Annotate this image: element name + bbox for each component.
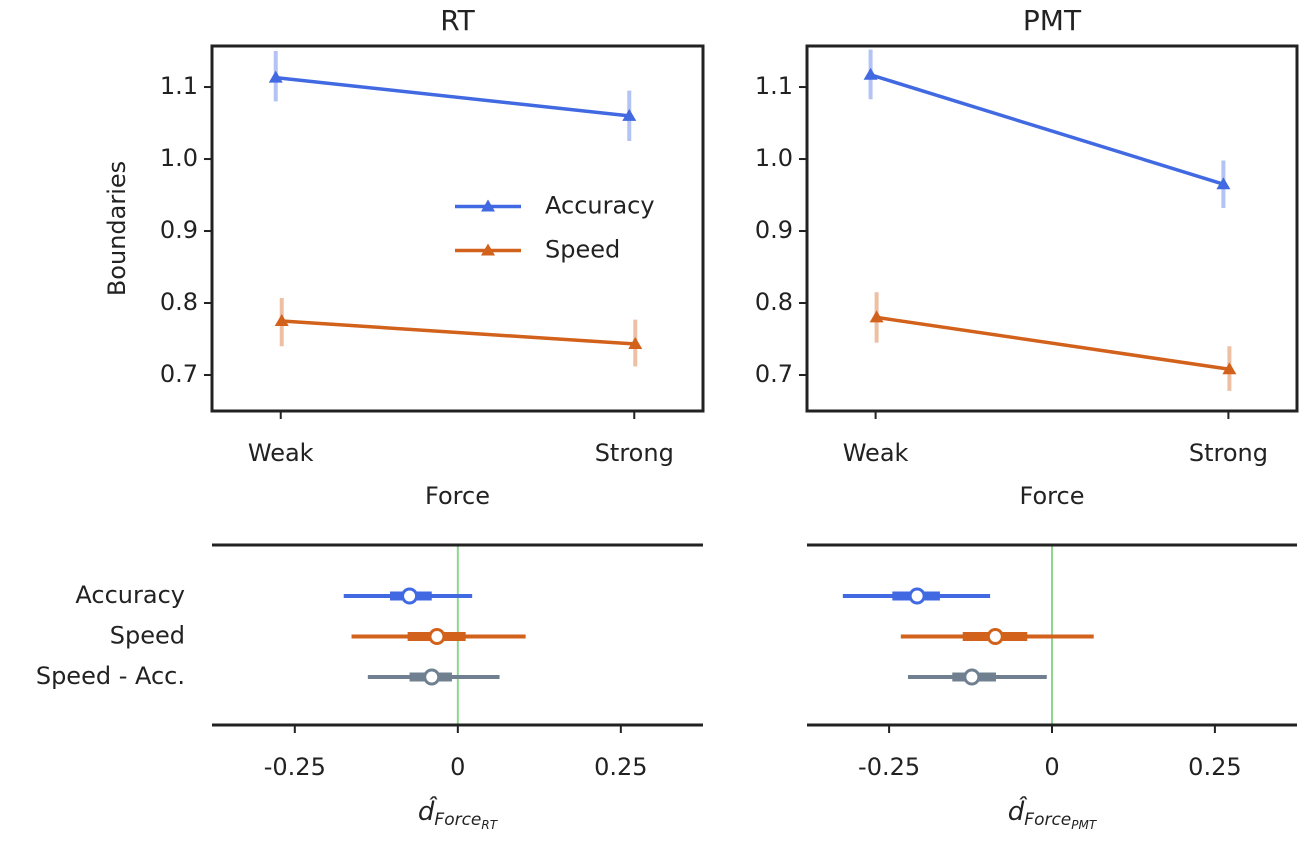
y-tick-label: 0.8	[755, 288, 793, 316]
x-tick-label: 0.25	[1188, 753, 1241, 781]
x-tick-label: Strong	[595, 439, 674, 467]
y-tick-label: 0.7	[160, 360, 198, 388]
category-label: Speed	[110, 622, 185, 650]
point-estimate	[401, 587, 419, 605]
point-estimate	[908, 587, 926, 605]
marker	[863, 67, 878, 80]
x-axis-label: Force	[425, 482, 490, 510]
category-label: Accuracy	[75, 581, 185, 609]
label-subsub: PMT	[1071, 818, 1098, 832]
label-sub: Force	[434, 810, 481, 830]
y-tick-label: 0.8	[160, 288, 198, 316]
y-tick-label: 0.9	[755, 216, 793, 244]
x-tick-label: -0.25	[264, 753, 326, 781]
y-tick-label: 0.7	[755, 360, 793, 388]
x-axis-label: d̂ForcePMT	[1008, 795, 1098, 832]
x-tick-label: -0.25	[858, 753, 920, 781]
label-base: d̂	[1008, 795, 1028, 827]
label-base: d̂	[418, 795, 438, 827]
legend-label: Speed	[545, 236, 620, 264]
series-line	[876, 315, 1230, 371]
y-tick-label: 1.1	[160, 72, 198, 100]
x-axis-label: d̂ForceRT	[418, 795, 499, 832]
x-axis-label: Force	[1020, 482, 1085, 510]
y-tick-label: 0.9	[160, 216, 198, 244]
axes-frame	[210, 44, 705, 413]
y-tick-label: 1.0	[160, 144, 198, 172]
marker	[1216, 177, 1231, 190]
marker	[622, 108, 637, 121]
legend-marker	[481, 243, 495, 256]
x-tick-label: 0	[1044, 753, 1059, 781]
marker	[274, 314, 289, 327]
series-line	[275, 75, 630, 118]
marker	[1222, 362, 1237, 375]
x-tick-label: Weak	[843, 439, 909, 467]
x-tick-label: 0	[450, 753, 465, 781]
y-axis-label: Boundaries	[103, 161, 131, 296]
point-estimate	[986, 628, 1004, 645]
marker	[869, 310, 884, 323]
legend-label: Accuracy	[545, 192, 655, 220]
marker	[268, 70, 283, 83]
x-tick-label: Weak	[248, 439, 314, 467]
point-estimate	[423, 668, 441, 686]
marker	[628, 337, 643, 350]
legend-marker	[481, 199, 495, 212]
label-subsub: RT	[481, 818, 498, 832]
category-label: Speed - Acc.	[36, 662, 185, 690]
y-tick-label: 1.1	[755, 72, 793, 100]
panel-title: RT	[440, 4, 475, 37]
axes-frame	[805, 44, 1299, 413]
x-tick-label: 0.25	[594, 753, 647, 781]
series-line	[281, 319, 636, 346]
series-line	[870, 73, 1224, 186]
panel-title: PMT	[1023, 4, 1082, 37]
point-estimate	[428, 628, 446, 645]
label-sub: Force	[1024, 810, 1071, 830]
point-estimate	[963, 668, 981, 686]
x-tick-label: Strong	[1189, 439, 1268, 467]
y-tick-label: 1.0	[755, 144, 793, 172]
